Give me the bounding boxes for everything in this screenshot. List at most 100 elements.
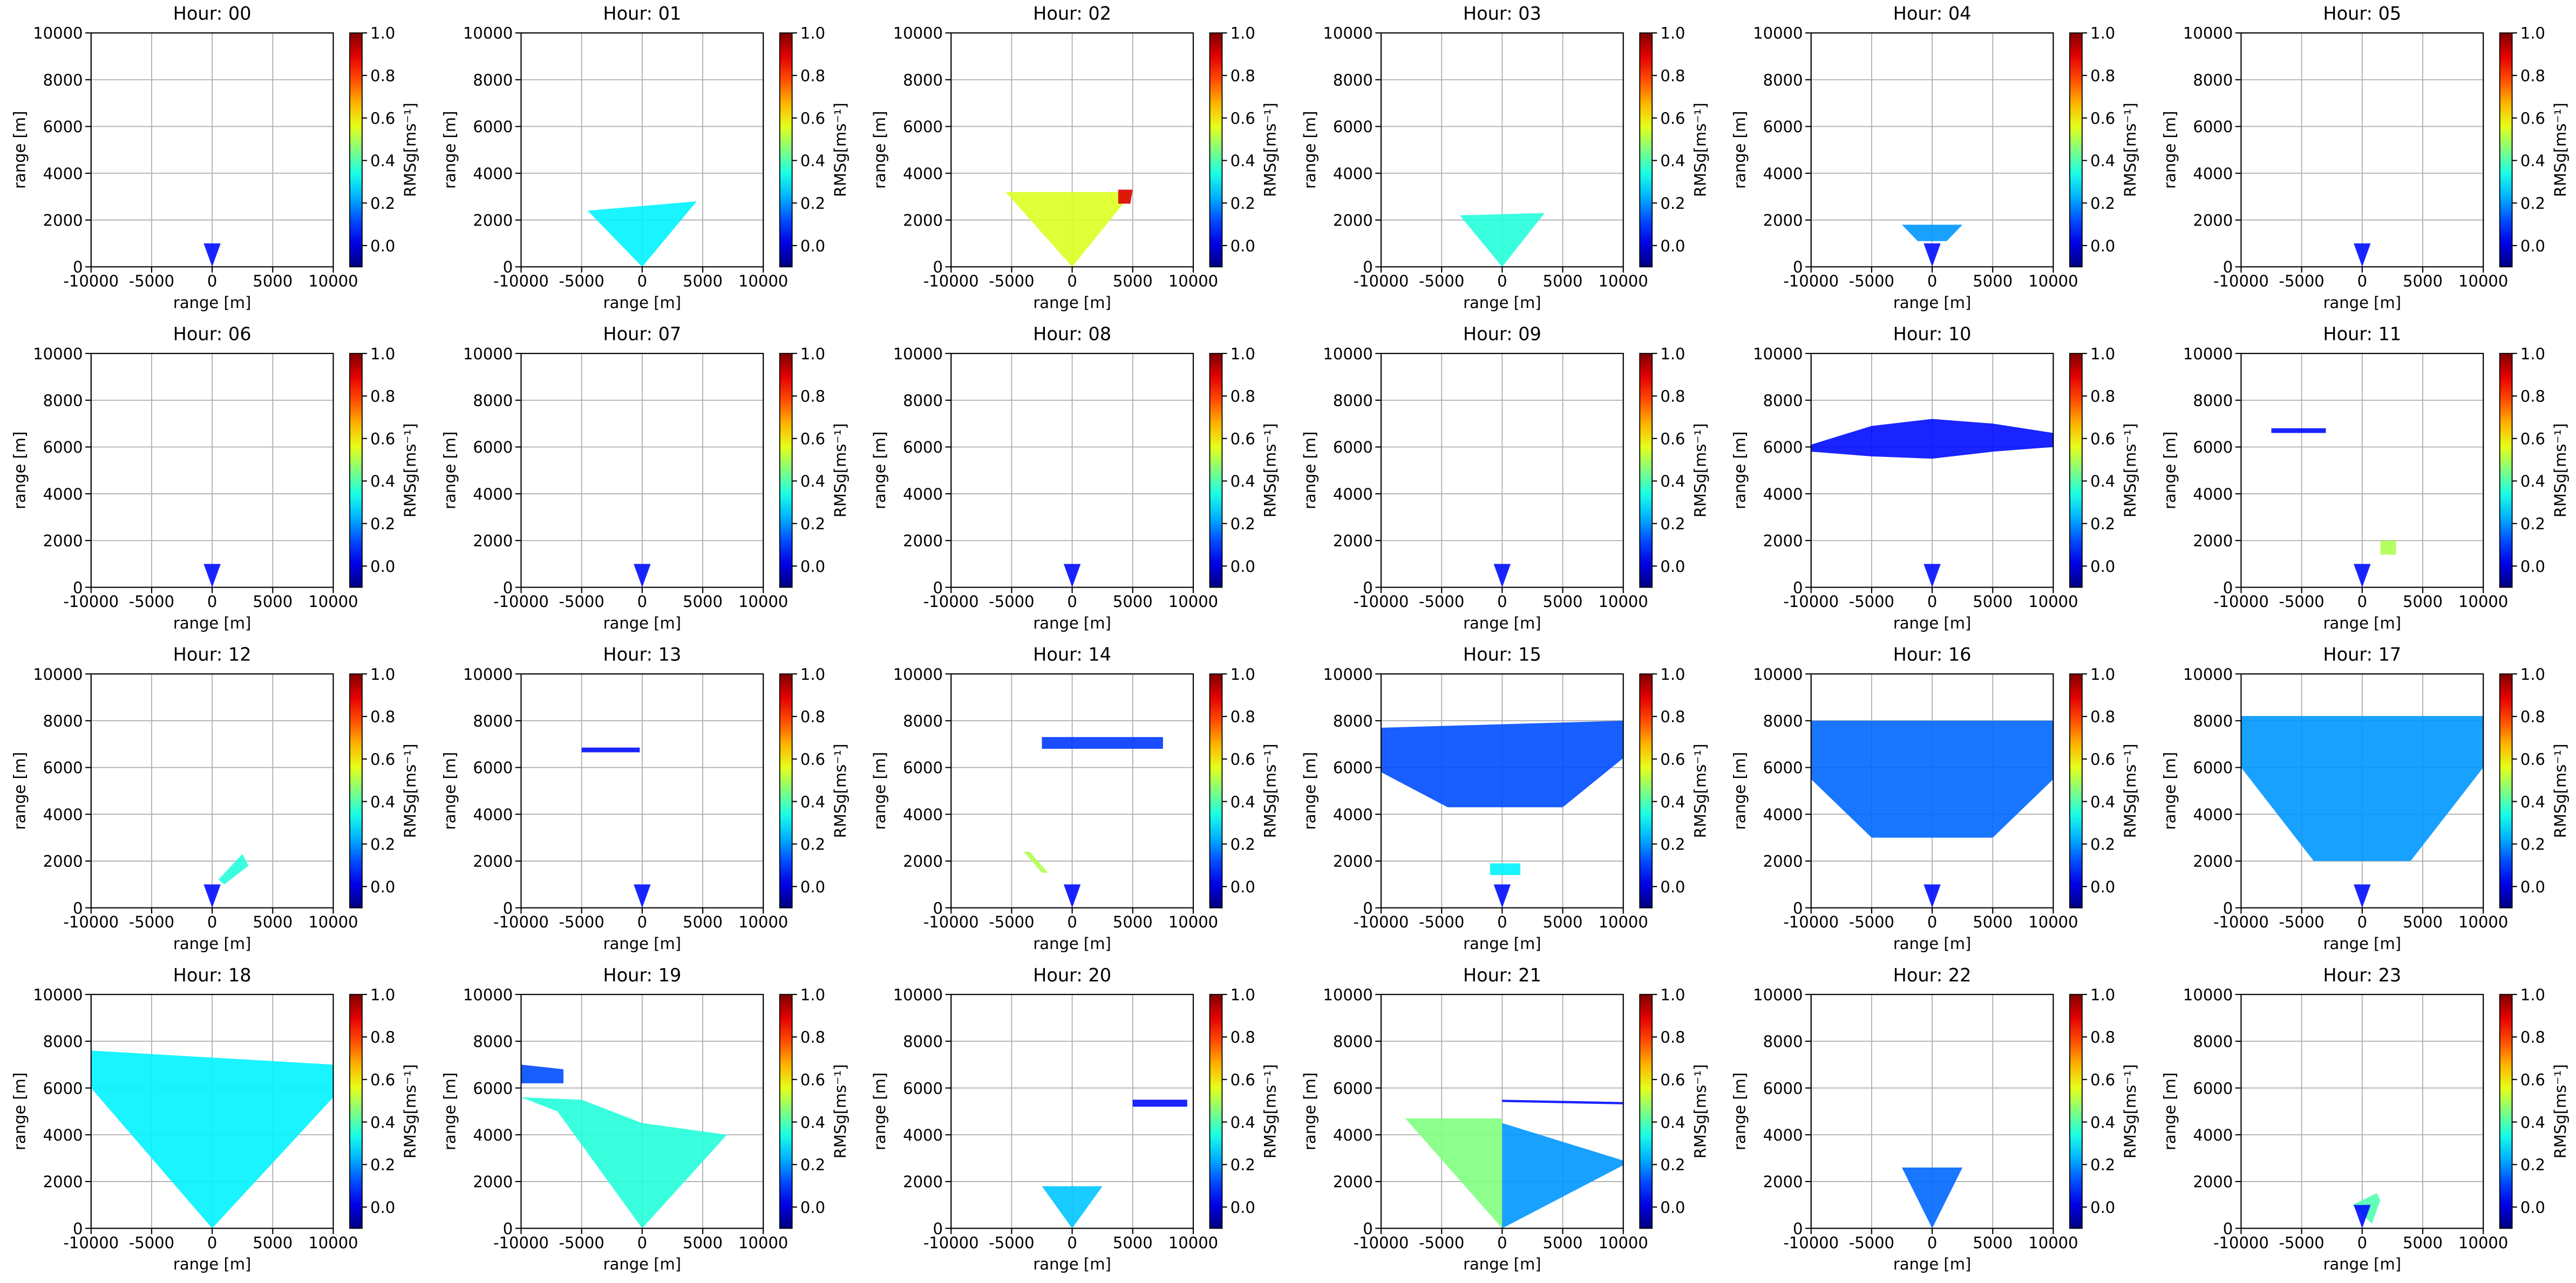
- subplot-title: Hour: 21: [1463, 965, 1541, 986]
- y-tick-label: 8000: [43, 1033, 83, 1051]
- x-axis-label: range [m]: [2323, 614, 2401, 632]
- heatmap-region: [2354, 1205, 2371, 1229]
- subplot: Hour: 06 -10000 -5000 0 5000 10000 0 2000 4000 60…: [11, 324, 419, 632]
- x-tick-label: -5000: [1419, 592, 1464, 611]
- heatmap-regions: [581, 747, 651, 908]
- y-tick-label: 10000: [33, 665, 83, 684]
- colorbar-tick-label: 0.4: [2520, 472, 2545, 490]
- colorbar-tick-label: 0.2: [370, 515, 395, 533]
- colorbar-tick-label: 0.4: [1660, 1113, 1685, 1131]
- colorbar: [349, 353, 363, 588]
- y-tick-label: 10000: [463, 986, 513, 1004]
- colorbar-tick-label: 0.6: [370, 429, 395, 448]
- axes-frame: [90, 32, 334, 268]
- heatmap-regions: [634, 564, 651, 588]
- colorbar-tick-label: 0.2: [1231, 835, 1255, 854]
- colorbar-tick-label: 0.2: [2520, 1156, 2545, 1174]
- y-tick-label: 10000: [893, 345, 943, 363]
- colorbar-tick-label: 1.0: [2090, 986, 2115, 1004]
- colorbar: [1209, 673, 1223, 909]
- colorbar-tick-label: 1.0: [1231, 665, 1255, 684]
- colorbar-tick-label: 0.6: [2520, 1070, 2545, 1089]
- x-tick-label: 10000: [2458, 913, 2508, 931]
- heatmap-regions: [1063, 564, 1081, 588]
- colorbar-tick-label: 1.0: [370, 665, 395, 684]
- y-tick-label: 10000: [2183, 665, 2233, 684]
- x-axis-label: range [m]: [603, 934, 681, 953]
- colorbar-tick-label: 0.8: [2520, 708, 2545, 726]
- x-tick-label: 10000: [308, 592, 358, 611]
- subplot: Hour: 17 -10000 -5000 0 5000 10000 0 2000 4000 60…: [2160, 644, 2569, 953]
- x-tick-label: 10000: [738, 592, 788, 611]
- colorbar: [779, 994, 793, 1229]
- colorbar: [1639, 673, 1653, 909]
- heatmap-regions: [1459, 213, 1545, 267]
- y-tick-label: 6000: [2193, 118, 2233, 136]
- y-tick-label: 10000: [463, 665, 513, 684]
- colorbar-tick-label: 1.0: [370, 986, 395, 1004]
- y-tick-label: 2000: [1333, 211, 1373, 230]
- colorbar-label: RMSg[ms⁻¹]: [2121, 1064, 2139, 1158]
- x-tick-label: 10000: [308, 913, 358, 931]
- y-tick-label: 4000: [1333, 485, 1373, 503]
- heatmap-regions: [1405, 1100, 1623, 1229]
- heatmap-regions: [2271, 428, 2396, 588]
- y-tick-label: 10000: [2183, 24, 2233, 43]
- x-tick-label: -5000: [989, 913, 1034, 931]
- y-tick-label: 8000: [1333, 391, 1373, 410]
- x-tick-label: 10000: [1599, 272, 1648, 290]
- y-tick-label: 4000: [1763, 1126, 1803, 1144]
- axes-frame: [2240, 994, 2484, 1229]
- x-axis-label: range [m]: [1893, 1255, 1971, 1273]
- x-axis-label: range [m]: [1893, 934, 1971, 953]
- colorbar-tick-label: 0.8: [1231, 387, 1255, 406]
- colorbar-tick-label: 0.6: [1231, 429, 1255, 448]
- colorbar-label: RMSg[ms⁻¹]: [401, 423, 419, 517]
- y-tick-label: 0: [1793, 899, 1803, 917]
- colorbar-tick-label: 0.4: [2520, 793, 2545, 811]
- colorbar-tick-label: 0.4: [370, 1113, 395, 1131]
- x-tick-label: 0: [1067, 1233, 1077, 1252]
- y-tick-label: 4000: [903, 165, 943, 183]
- x-tick-label: 5000: [1973, 272, 2013, 290]
- colorbar-tick-label: 0.6: [2520, 429, 2545, 448]
- colorbar-tick-label: 1.0: [800, 24, 825, 43]
- x-tick-label: 10000: [2028, 272, 2078, 290]
- heatmap-region: [1005, 192, 1133, 267]
- x-tick-label: 0: [1927, 592, 1937, 611]
- colorbar-tick-label: 0.0: [800, 237, 825, 255]
- colorbar-tick-label: 0.6: [1231, 1070, 1255, 1089]
- axes-frame: [1810, 32, 2054, 268]
- heatmap-region: [521, 1097, 727, 1229]
- x-tick-label: -5000: [1849, 272, 1894, 290]
- subplot: Hour: 04 -10000 -5000 0 5000 10000 0 2000 4000 60…: [1731, 3, 2139, 312]
- x-tick-label: 5000: [2403, 1233, 2443, 1252]
- y-tick-label: 0: [503, 578, 513, 597]
- y-tick-label: 0: [2223, 258, 2233, 276]
- y-tick-label: 2000: [43, 852, 83, 871]
- colorbar-tick-label: 0.2: [2090, 835, 2115, 854]
- y-tick-label: 6000: [2193, 1079, 2233, 1097]
- subplot-title: Hour: 00: [173, 3, 252, 24]
- x-tick-label: 0: [2357, 592, 2367, 611]
- colorbar-tick-label: 0.4: [2090, 1113, 2115, 1131]
- colorbar-tick-label: 0.6: [800, 109, 825, 127]
- y-tick-label: 8000: [903, 391, 943, 410]
- colorbar-tick-label: 0.8: [800, 387, 825, 406]
- y-tick-label: 4000: [43, 806, 83, 824]
- colorbar-tick-label: 1.0: [2090, 24, 2115, 43]
- axes-frame: [90, 994, 334, 1229]
- y-tick-label: 0: [1363, 1219, 1372, 1238]
- colorbar-tick-label: 0.8: [1660, 387, 1685, 406]
- heatmap-regions: [1042, 1100, 1187, 1229]
- y-axis-label: range [m]: [1301, 111, 1319, 189]
- x-tick-label: 0: [207, 913, 217, 931]
- y-axis-label: range [m]: [440, 111, 459, 189]
- colorbar-tick-label: 0.4: [1231, 152, 1255, 170]
- colorbar-tick-label: 0.6: [2090, 750, 2115, 768]
- colorbar-tick-label: 0.0: [1660, 878, 1685, 896]
- y-tick-label: 4000: [903, 1126, 943, 1144]
- y-tick-label: 4000: [2193, 485, 2233, 503]
- x-tick-label: 5000: [1973, 592, 2013, 611]
